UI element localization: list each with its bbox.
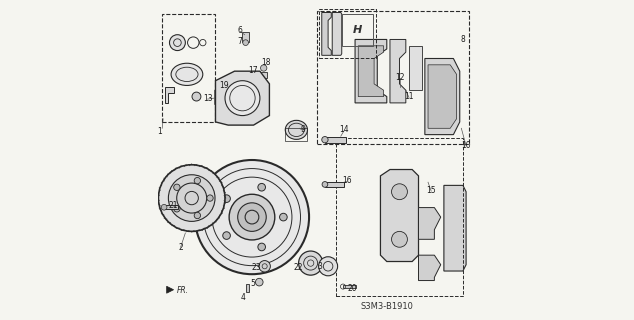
- Text: 15: 15: [427, 186, 436, 195]
- Bar: [317, 11, 469, 144]
- Text: 7: 7: [238, 37, 243, 46]
- Bar: [162, 14, 216, 122]
- Circle shape: [223, 232, 230, 239]
- Polygon shape: [355, 39, 387, 103]
- Bar: [319, 9, 376, 59]
- Circle shape: [238, 203, 266, 231]
- Circle shape: [207, 195, 213, 201]
- Text: S3M3-B1910: S3M3-B1910: [360, 302, 413, 311]
- Circle shape: [158, 165, 225, 231]
- Polygon shape: [165, 87, 174, 103]
- Ellipse shape: [171, 63, 203, 85]
- Circle shape: [392, 184, 408, 200]
- Circle shape: [228, 82, 235, 89]
- Text: 19: 19: [219, 81, 229, 90]
- Circle shape: [169, 175, 215, 221]
- Bar: [164, 205, 178, 209]
- Text: 8: 8: [460, 35, 465, 44]
- Text: H: H: [353, 25, 362, 35]
- Circle shape: [299, 251, 323, 275]
- Text: 13: 13: [203, 94, 212, 103]
- Bar: [343, 285, 356, 288]
- Circle shape: [280, 213, 287, 221]
- Circle shape: [161, 204, 167, 210]
- Text: 10: 10: [462, 141, 471, 150]
- Bar: [325, 182, 344, 187]
- Text: FR.: FR.: [177, 285, 189, 295]
- Polygon shape: [428, 65, 456, 128]
- Text: 17: 17: [248, 66, 258, 75]
- Polygon shape: [167, 286, 174, 293]
- Polygon shape: [418, 208, 441, 239]
- Circle shape: [195, 160, 309, 274]
- Bar: [242, 32, 249, 42]
- Circle shape: [194, 212, 200, 219]
- Text: 2: 2: [178, 243, 183, 252]
- Polygon shape: [358, 46, 384, 97]
- Circle shape: [174, 206, 180, 212]
- Circle shape: [261, 65, 267, 71]
- Circle shape: [392, 231, 408, 247]
- Polygon shape: [444, 185, 466, 271]
- Bar: [336, 138, 463, 296]
- Circle shape: [258, 183, 266, 191]
- Bar: [285, 128, 307, 141]
- Circle shape: [174, 184, 180, 190]
- Circle shape: [228, 105, 235, 113]
- Text: 16: 16: [342, 176, 352, 185]
- Polygon shape: [418, 255, 441, 281]
- Text: 21: 21: [169, 201, 178, 210]
- Polygon shape: [322, 12, 332, 55]
- Polygon shape: [409, 46, 422, 90]
- Bar: [259, 72, 267, 77]
- Polygon shape: [380, 170, 418, 261]
- Text: 5: 5: [250, 279, 256, 288]
- Polygon shape: [425, 59, 460, 135]
- Polygon shape: [332, 12, 342, 55]
- Circle shape: [319, 257, 338, 276]
- Text: 14: 14: [339, 125, 349, 134]
- Text: 20: 20: [347, 284, 357, 293]
- Text: 11: 11: [404, 92, 414, 101]
- Text: 9: 9: [301, 125, 305, 134]
- Text: 22: 22: [294, 263, 303, 272]
- Bar: [245, 284, 249, 292]
- Circle shape: [192, 92, 201, 101]
- Text: 12: 12: [396, 73, 405, 82]
- Circle shape: [229, 194, 275, 240]
- Bar: [325, 137, 346, 142]
- Polygon shape: [390, 39, 406, 103]
- Bar: [342, 14, 373, 46]
- Circle shape: [322, 137, 328, 143]
- Polygon shape: [216, 71, 269, 125]
- Circle shape: [223, 195, 230, 203]
- Circle shape: [169, 35, 185, 51]
- Circle shape: [243, 40, 249, 45]
- Text: 18: 18: [261, 58, 271, 67]
- Text: 4: 4: [241, 292, 246, 301]
- Circle shape: [225, 81, 260, 116]
- Circle shape: [259, 260, 270, 272]
- Polygon shape: [215, 90, 224, 105]
- Ellipse shape: [285, 120, 307, 140]
- Text: 6: 6: [238, 26, 243, 35]
- Circle shape: [256, 278, 263, 286]
- Circle shape: [194, 178, 200, 184]
- Text: 23: 23: [251, 263, 261, 272]
- Text: 3: 3: [317, 262, 322, 271]
- Text: 1: 1: [158, 127, 162, 136]
- Circle shape: [322, 181, 328, 187]
- Circle shape: [258, 243, 266, 251]
